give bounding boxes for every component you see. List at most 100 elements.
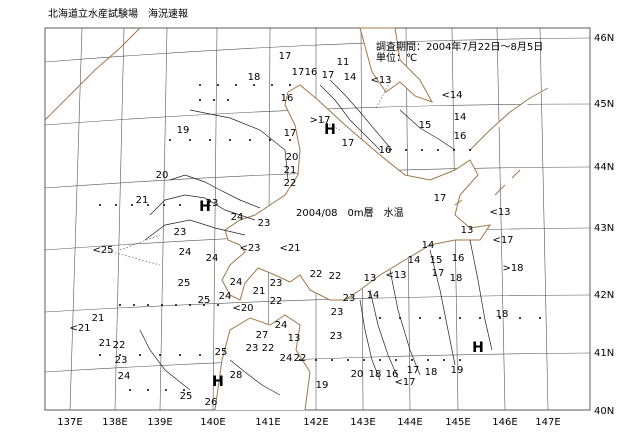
- station: [459, 359, 461, 361]
- station: [163, 204, 165, 206]
- isotherm-label: 20: [156, 170, 169, 181]
- station: [169, 139, 171, 141]
- station: [199, 354, 201, 356]
- longitude-label: 144E: [397, 417, 422, 428]
- isotherm-label: 22: [284, 178, 297, 189]
- isotherm-label: 17: [322, 70, 335, 81]
- station: [99, 354, 101, 356]
- station: [499, 317, 501, 319]
- isotherm-label: 24: [219, 291, 232, 302]
- isotherm-label: 16: [452, 253, 465, 264]
- isotherm-label: 24: [231, 212, 244, 223]
- station: [269, 139, 271, 141]
- latitude-label: 44N: [594, 162, 614, 173]
- station: [179, 354, 181, 356]
- isotherm-label: 24: [230, 277, 243, 288]
- isotherm-label: <21: [279, 243, 300, 254]
- isotherm-label: 21: [284, 165, 297, 176]
- isotherms: [104, 79, 493, 396]
- isotherm-label: <14: [441, 90, 462, 101]
- longitude-label: 139E: [147, 417, 172, 428]
- isotherm-label: 23: [330, 331, 343, 342]
- station: [459, 317, 461, 319]
- station: [419, 317, 421, 319]
- isotherm-label: 23: [258, 218, 271, 229]
- station: [133, 304, 135, 306]
- station: [119, 304, 121, 306]
- isotherm-label: <21: [69, 323, 90, 334]
- longitude-label: 142E: [303, 417, 328, 428]
- station: [331, 359, 333, 361]
- isotherm-label: 24: [118, 371, 131, 382]
- isotherm-label: 22: [310, 269, 323, 280]
- isotherm-label: <13: [370, 75, 391, 86]
- high-marker: H: [472, 340, 484, 356]
- station: [315, 359, 317, 361]
- station: [209, 139, 211, 141]
- isotherm-label: 15: [419, 120, 432, 131]
- station: [519, 317, 521, 319]
- station: [235, 84, 237, 86]
- isotherm-label: 13: [364, 273, 377, 284]
- isotherm-label: 18: [248, 72, 261, 83]
- isotherm-label: 14: [367, 290, 380, 301]
- station: [411, 359, 413, 361]
- isotherm-label: <17: [394, 377, 415, 388]
- longitude-label: 145E: [445, 417, 470, 428]
- latitude-label: 43N: [594, 223, 614, 234]
- station: [189, 139, 191, 141]
- isotherm-label: 22: [113, 340, 126, 351]
- longitude-label: 146E: [492, 417, 517, 428]
- isotherm-label: 16: [454, 131, 467, 142]
- isotherm-label: 17: [279, 51, 292, 62]
- station: [379, 359, 381, 361]
- station: [183, 389, 185, 391]
- station: [539, 317, 541, 319]
- station: [479, 317, 481, 319]
- station: [147, 204, 149, 206]
- isotherm-label: 14: [454, 112, 467, 123]
- station: [199, 99, 201, 101]
- station: [347, 359, 349, 361]
- isotherm-label: 11: [337, 57, 350, 68]
- isotherm-label: 15: [430, 255, 443, 266]
- isotherm-label: 25: [198, 295, 211, 306]
- isotherm-label: 17: [284, 128, 297, 139]
- station: [115, 204, 117, 206]
- longitude-labels: 137E 138E 139E 140E 141E 142E 143E 144E 145E 146E…: [57, 417, 560, 428]
- isotherm-label: 23: [115, 355, 128, 366]
- isotherm-label: <23: [239, 243, 260, 254]
- latitude-label: 40N: [594, 406, 614, 417]
- station: [217, 84, 219, 86]
- isotherm-label: 13: [461, 225, 474, 236]
- station: [147, 389, 149, 391]
- latitude-label: 42N: [594, 290, 614, 301]
- station: [139, 354, 141, 356]
- station: [405, 149, 407, 151]
- station: [131, 204, 133, 206]
- unit-note: 単位：℃: [376, 51, 417, 64]
- isotherm-label: 25: [180, 391, 193, 402]
- isotherm-label: 21: [99, 338, 112, 349]
- isotherm-label: 18: [496, 309, 509, 320]
- isotherm-label: 22: [262, 343, 275, 354]
- isotherm-label: 17: [434, 193, 447, 204]
- isotherm-label: 17: [342, 138, 355, 149]
- isotherm-label: 20: [286, 152, 299, 163]
- longitude-label: 147E: [535, 417, 560, 428]
- isotherm-label: 14: [422, 240, 435, 251]
- station: [213, 99, 215, 101]
- latitude-labels: 46N 45N 44N 43N 42N 41N 40N: [594, 33, 614, 417]
- station: [289, 139, 291, 141]
- isotherm-label: 24: [275, 320, 288, 331]
- isotherm-label: 23: [246, 343, 259, 354]
- isotherm-label: <25: [92, 245, 113, 256]
- coastline: [44, 27, 549, 411]
- isotherm-label: 19: [451, 365, 464, 376]
- station: [271, 84, 273, 86]
- isotherm-label: 27: [256, 330, 269, 341]
- isotherm-label: 26: [205, 397, 218, 408]
- isotherm-label: 19: [316, 380, 329, 391]
- station: [189, 304, 191, 306]
